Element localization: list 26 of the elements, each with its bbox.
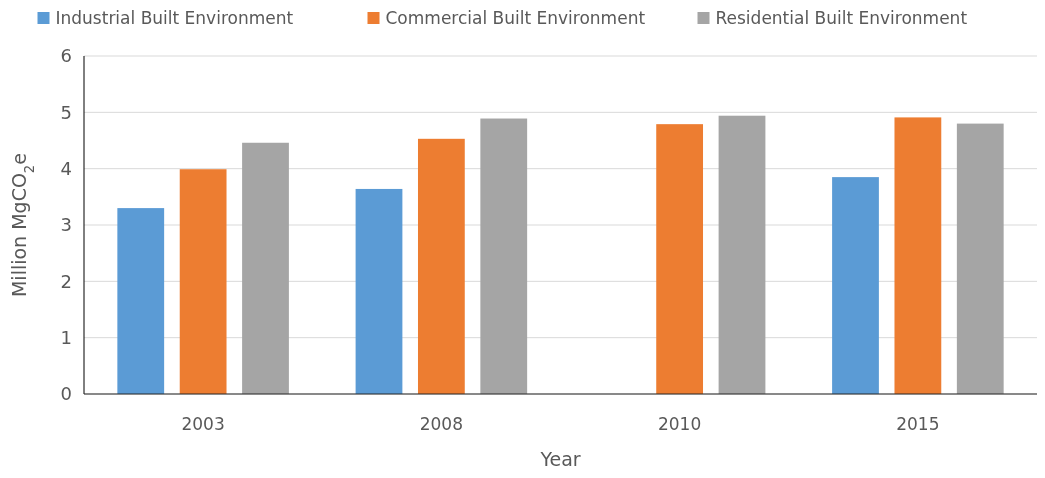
bar: [242, 142, 289, 394]
bar: [894, 117, 942, 394]
y-tick-label: 1: [60, 326, 72, 348]
bar: [656, 124, 704, 394]
bar: [480, 118, 528, 394]
x-tick-label: 2015: [896, 414, 940, 434]
y-tick-label: 6: [60, 45, 72, 67]
y-tick-label: 0: [60, 383, 72, 405]
bar: [718, 115, 766, 394]
legend-label: Residential Built Environment: [715, 7, 968, 28]
bar: [832, 177, 879, 394]
legend-label: Commercial Built Environment: [385, 7, 646, 28]
y-tick-label: 5: [60, 101, 72, 123]
x-tick-label: 2008: [419, 414, 464, 434]
x-tick-label: 2010: [657, 414, 702, 434]
legend-label: Industrial Built Environment: [55, 7, 294, 28]
x-axis-title: Year: [539, 448, 581, 470]
y-tick-label: 3: [60, 214, 72, 236]
bar: [355, 188, 403, 394]
bar: [417, 138, 465, 394]
x-tick-label: 2003: [181, 414, 225, 434]
y-tick-label: 4: [60, 157, 72, 179]
bar: [117, 208, 165, 394]
y-tick-label: 2: [60, 270, 72, 292]
bar: [956, 123, 1004, 394]
bar: [179, 169, 227, 394]
